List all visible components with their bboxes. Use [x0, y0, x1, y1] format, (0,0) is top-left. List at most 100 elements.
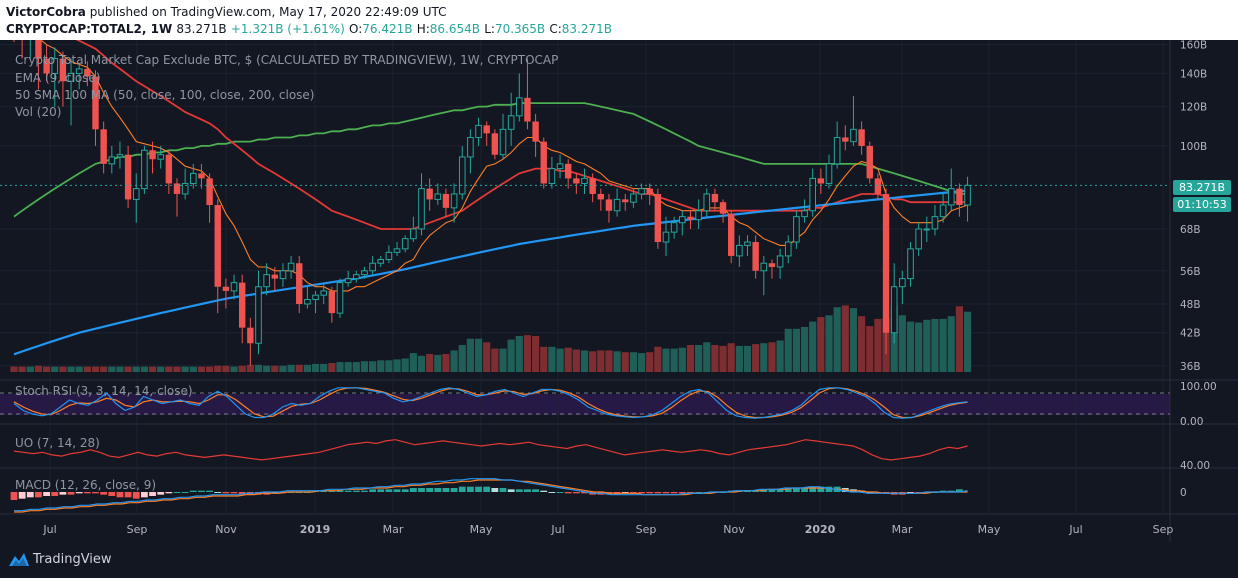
macd-histogram-bar — [524, 489, 531, 492]
price-change: +1.321B (+1.61%) — [230, 22, 345, 36]
macd-histogram-bar — [271, 492, 279, 494]
candle-body — [287, 262, 295, 272]
x-tick-label: Jul — [550, 523, 564, 536]
candle-body — [548, 168, 556, 184]
macd-histogram-bar — [793, 488, 800, 492]
candle-body — [418, 188, 425, 230]
candle-body — [458, 156, 466, 195]
macd-legend[interactable]: MACD (12, 26, close, 9) — [15, 478, 157, 492]
macd-histogram-bar — [784, 488, 792, 492]
x-tick-label: Mar — [383, 523, 404, 536]
macd-histogram-bar — [939, 490, 947, 492]
macd-histogram-bar — [475, 486, 482, 492]
candle-body — [353, 274, 360, 280]
candle-body — [923, 228, 931, 231]
volume-bar — [833, 307, 841, 372]
x-tick-label: Jul — [42, 523, 56, 536]
volume-bar — [711, 345, 719, 372]
volume-bar — [849, 308, 858, 372]
volume-bar — [83, 366, 91, 372]
volume-bar — [222, 365, 230, 372]
candle-body — [858, 129, 865, 146]
volume-bar — [474, 338, 483, 372]
volume-bar — [768, 342, 776, 372]
candle-body — [890, 286, 898, 334]
candle-body — [736, 244, 743, 257]
macd-histogram-bar — [556, 492, 564, 493]
macd-histogram-bar — [695, 492, 702, 493]
volume-bar — [352, 362, 360, 372]
candle-body — [646, 188, 653, 194]
volume-bar — [328, 363, 336, 372]
candle-body — [719, 202, 727, 214]
uo-legend[interactable]: UO (7, 14, 28) — [15, 436, 100, 450]
volume-bar — [515, 336, 523, 372]
y-tick-label: 120B — [1180, 102, 1207, 114]
stoch-tick-label: 0.00 — [1180, 416, 1203, 428]
candle-body — [833, 136, 841, 165]
macd-histogram-bar — [662, 492, 670, 494]
candle-body — [67, 72, 75, 82]
ema-legend[interactable]: EMA (9, close) — [15, 71, 101, 85]
candle-body — [752, 242, 759, 271]
macd-histogram-bar — [10, 492, 18, 500]
x-tick-label: Jul — [1068, 523, 1082, 536]
volume-bar — [809, 321, 817, 372]
volume-bar — [181, 366, 189, 372]
volume-bar — [678, 347, 686, 372]
footer-brand[interactable]: TradingView — [33, 552, 112, 567]
candle-body — [361, 270, 368, 276]
stoch-tick-label: 100.00 — [1180, 381, 1217, 393]
volume-bar — [108, 366, 116, 372]
volume-bar — [670, 348, 678, 372]
candle-body — [410, 228, 417, 240]
candle-body — [320, 290, 327, 296]
candle-body — [100, 129, 107, 164]
macd-histogram-bar — [817, 486, 825, 492]
volume-bar — [735, 345, 743, 372]
candle-body — [605, 199, 613, 211]
volume-bar — [597, 350, 605, 372]
volume-bar — [75, 366, 83, 372]
volume-bar — [906, 321, 915, 372]
volume-bar — [646, 352, 654, 372]
candle-body — [768, 263, 776, 267]
candle-body — [491, 133, 499, 155]
chart-canvas[interactable]: Jul Sep Nov 2019 Mar May Jul Sep Nov 2020 Mar May Ju… — [0, 40, 1238, 542]
volume-bar — [393, 359, 401, 372]
macd-histogram-bar — [222, 492, 230, 494]
ma-legend[interactable]: 50 SMA 100 MA (50, close, 100, close, 20… — [15, 88, 315, 102]
candle-body — [247, 327, 254, 344]
candle-body — [132, 188, 140, 200]
macd-histogram-bar — [752, 490, 760, 492]
candle-body — [377, 259, 385, 264]
x-tick-label: Mar — [892, 523, 913, 536]
volume-bar — [556, 348, 564, 372]
candle-body — [760, 262, 768, 272]
macd-histogram-bar — [450, 488, 458, 492]
macd-line — [14, 478, 968, 512]
candle-body — [931, 216, 939, 230]
macd-histogram-bar — [442, 488, 450, 492]
author-name[interactable]: VictorCobra — [6, 5, 86, 19]
volume-bar — [214, 365, 222, 372]
macd-histogram-bar — [92, 492, 99, 494]
volume-bar — [719, 345, 727, 372]
volume-bar — [523, 335, 532, 372]
volume-bar — [760, 343, 768, 372]
volume-bar — [287, 364, 295, 372]
y-tick-label: 42B — [1180, 328, 1201, 340]
macd-histogram-bar — [320, 490, 328, 492]
stoch-rsi-legend[interactable]: Stoch RSI (3, 3, 14, 14, close) — [15, 384, 193, 398]
volume-bar — [654, 346, 662, 372]
candle-body — [214, 205, 221, 287]
volume-bar — [703, 342, 711, 372]
volume-bar — [507, 339, 515, 372]
macd-histogram-bar — [540, 490, 548, 492]
macd-histogram-bar — [426, 488, 434, 492]
macd-histogram-bar — [35, 492, 42, 498]
candle-body — [401, 238, 409, 250]
macd-histogram-bar — [401, 489, 409, 492]
volume-bar — [621, 352, 629, 372]
volume-legend[interactable]: Vol (20) — [15, 105, 62, 119]
